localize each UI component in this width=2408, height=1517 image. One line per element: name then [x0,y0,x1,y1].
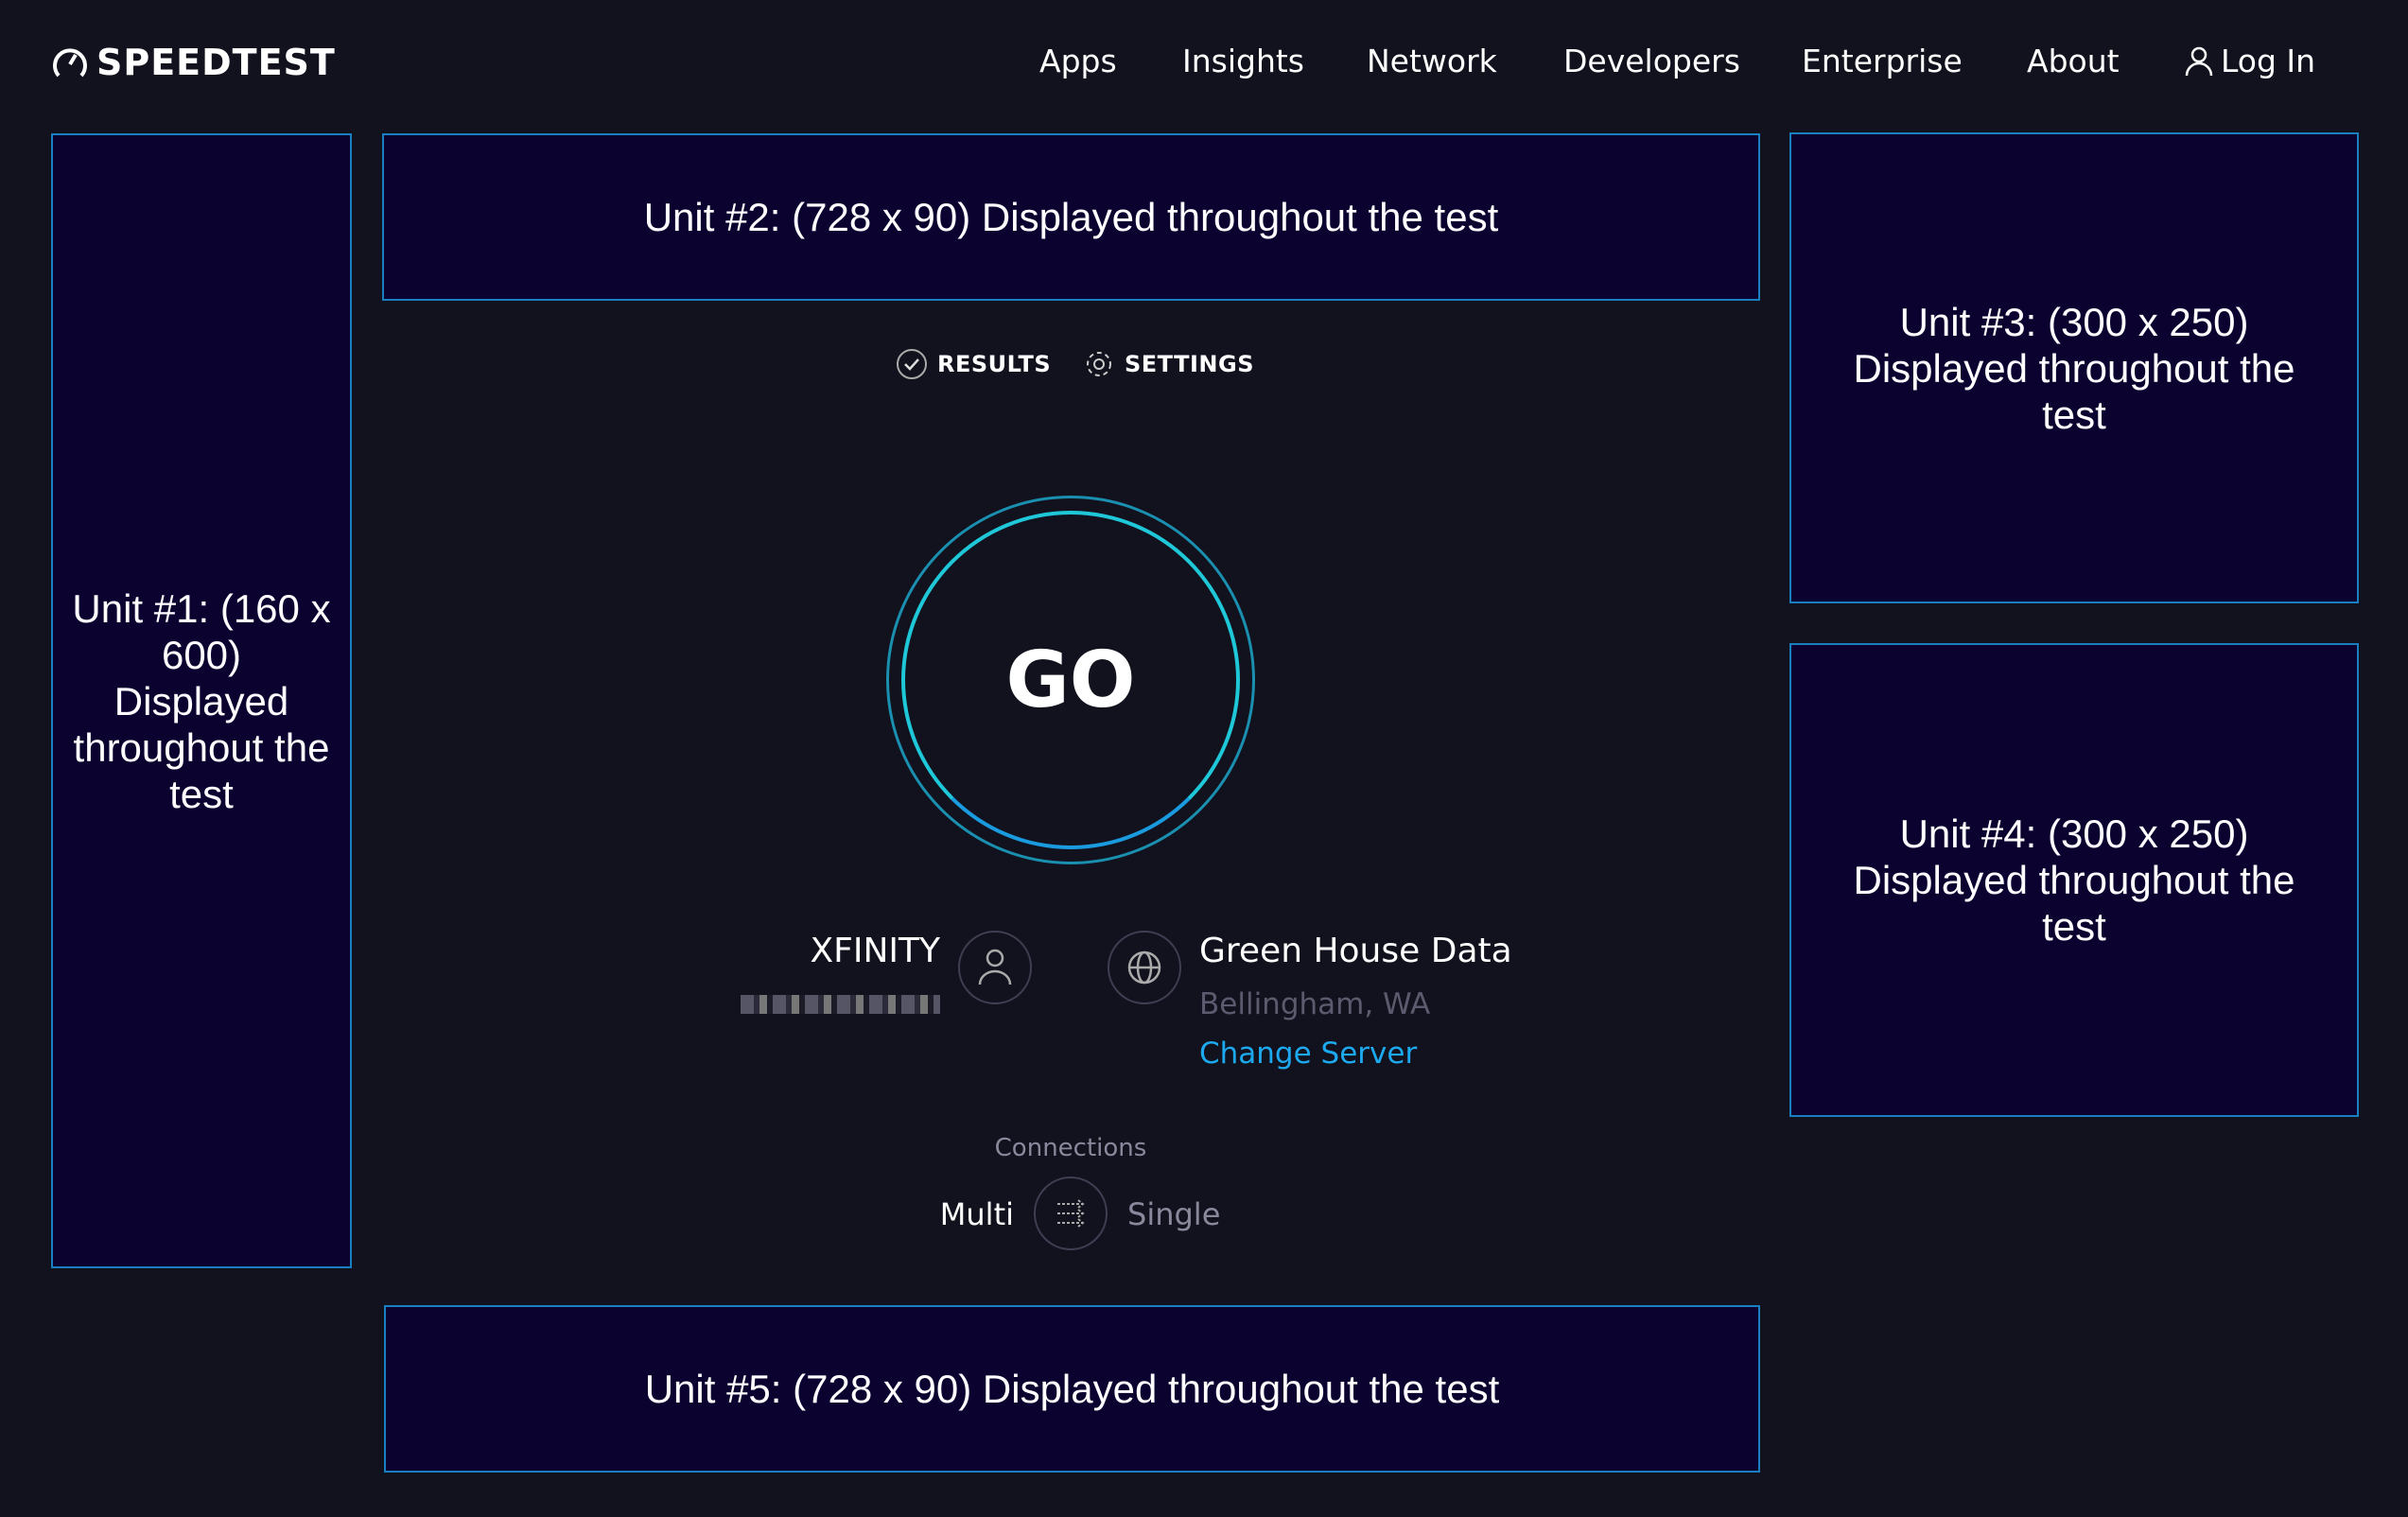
user-icon [2185,46,2213,76]
check-circle-icon [897,349,927,379]
nav-network[interactable]: Network [1367,43,1497,79]
results-label: RESULTS [937,351,1052,377]
isp-name: XFINITY [810,932,940,970]
connections-label: Connections [994,1134,1147,1162]
settings-label: SETTINGS [1125,351,1254,377]
server-location: Bellingham, WA [1199,987,1431,1021]
ad-unit-5[interactable]: Unit #5: (728 x 90) Displayed throughout… [384,1305,1760,1473]
nav-about[interactable]: About [2027,43,2120,79]
tab-results[interactable]: RESULTS [896,348,1051,380]
isp-circle [958,931,1032,1004]
ad-unit-4[interactable]: Unit #4: (300 x 250) Displayed throughou… [1789,643,2359,1117]
single-option[interactable]: Single [1127,1196,1221,1232]
server-circle[interactable] [1108,931,1181,1004]
go-button[interactable]: GO [886,496,1255,864]
server-name: Green House Data [1199,932,1512,970]
logo-text: SPEEDTEST [96,42,336,83]
globe-icon [1127,950,1161,985]
multi-option[interactable]: Multi [939,1196,1014,1232]
change-server-link[interactable]: Change Server [1199,1037,1418,1071]
login-label: Log In [2221,43,2316,79]
gear-icon [1087,352,1111,376]
nav-apps[interactable]: Apps [1039,43,1117,79]
go-label: GO [901,511,1240,849]
ad-unit-1[interactable]: Unit #1: (160 x 600) Displayed throughou… [51,133,352,1268]
redacted-ip [741,995,940,1014]
tab-settings[interactable]: SETTINGS [1083,348,1254,380]
nav-developers[interactable]: Developers [1563,43,1740,79]
multi-arrows-icon [1057,1199,1085,1228]
person-icon [978,949,1012,985]
speedtest-logo[interactable]: SPEEDTEST [51,42,336,83]
connections-toggle[interactable] [1034,1177,1108,1250]
ad-unit-3[interactable]: Unit #3: (300 x 250) Displayed throughou… [1789,132,2359,603]
gauge-icon [53,48,87,78]
nav-insights[interactable]: Insights [1182,43,1305,79]
nav-enterprise[interactable]: Enterprise [1802,43,1963,79]
ad-unit-2[interactable]: Unit #2: (728 x 90) Displayed throughout… [382,133,1760,301]
login-link[interactable]: Log In [2185,43,2315,79]
